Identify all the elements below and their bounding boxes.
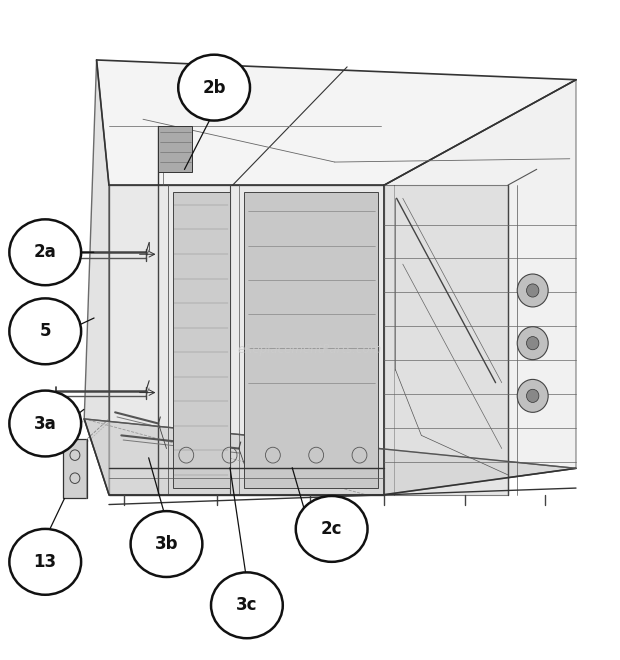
Polygon shape — [172, 191, 229, 488]
Text: 2c: 2c — [321, 520, 342, 538]
Polygon shape — [244, 191, 378, 488]
Ellipse shape — [296, 496, 368, 562]
Polygon shape — [109, 185, 384, 494]
Polygon shape — [84, 419, 576, 494]
Polygon shape — [384, 185, 508, 494]
Circle shape — [517, 327, 548, 360]
Circle shape — [517, 274, 548, 307]
Ellipse shape — [211, 572, 283, 638]
Text: 2a: 2a — [34, 244, 56, 261]
Circle shape — [526, 389, 539, 403]
Circle shape — [526, 337, 539, 350]
Polygon shape — [97, 60, 576, 185]
Text: 3c: 3c — [236, 596, 258, 614]
Ellipse shape — [9, 529, 81, 595]
Ellipse shape — [9, 391, 81, 457]
Ellipse shape — [9, 219, 81, 285]
Circle shape — [526, 284, 539, 297]
Text: 5: 5 — [40, 322, 51, 341]
Polygon shape — [159, 126, 192, 172]
Ellipse shape — [9, 298, 81, 364]
Text: 13: 13 — [33, 553, 57, 571]
Text: 3a: 3a — [34, 414, 56, 432]
Polygon shape — [384, 80, 576, 494]
Ellipse shape — [178, 55, 250, 121]
Circle shape — [517, 379, 548, 412]
Polygon shape — [84, 60, 109, 494]
Text: 2b: 2b — [202, 79, 226, 96]
Polygon shape — [63, 439, 87, 498]
Text: eReplacementParts.com: eReplacementParts.com — [238, 343, 382, 356]
Ellipse shape — [131, 511, 202, 577]
Text: 3b: 3b — [155, 535, 178, 553]
